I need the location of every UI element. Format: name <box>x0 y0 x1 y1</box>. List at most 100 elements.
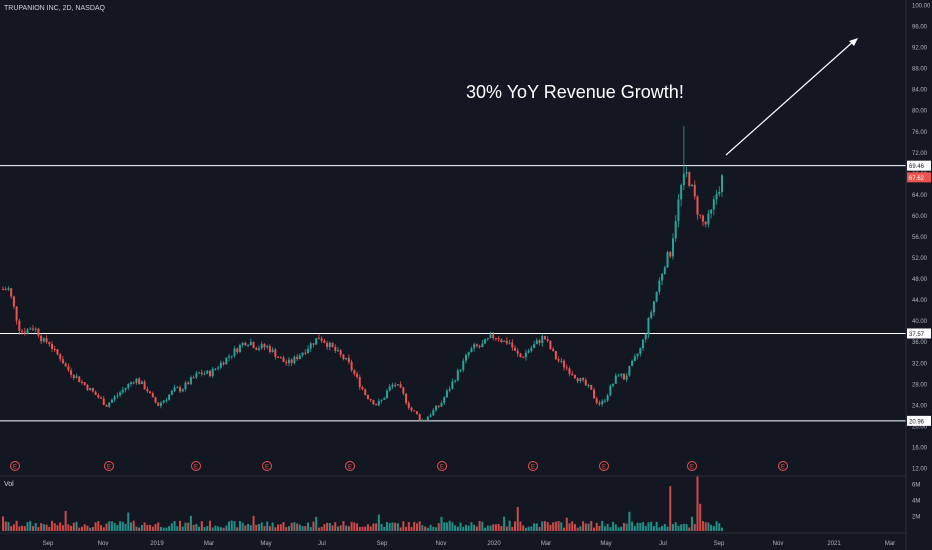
volume-bar <box>2 516 4 531</box>
candle-body <box>652 301 655 313</box>
candle-body <box>475 344 478 347</box>
volume-bar <box>511 526 514 531</box>
candle-body <box>609 385 612 396</box>
candle-body <box>445 390 448 398</box>
volume-bar <box>211 527 214 531</box>
earnings-marker[interactable] <box>191 461 201 471</box>
volume-bar <box>666 526 669 531</box>
volume-bar <box>644 525 647 531</box>
volume-bar <box>614 524 617 531</box>
volume-tick-label: 6M <box>912 483 920 489</box>
earnings-marker[interactable] <box>104 461 114 471</box>
candle-body <box>573 375 576 379</box>
volume-bar <box>255 524 258 531</box>
volume-bar <box>407 522 410 531</box>
symbol-label: TRUPANION INC, 2D, NASDAQ <box>4 5 106 12</box>
volume-bar <box>543 521 546 531</box>
candle-body <box>718 191 721 195</box>
volume-bar <box>238 520 241 531</box>
earnings-marker-label: E <box>602 465 606 471</box>
candle-body <box>350 361 353 371</box>
volume-bar <box>448 520 451 531</box>
candle-body <box>394 384 397 386</box>
candle-body <box>494 338 497 340</box>
candle-body <box>503 340 506 342</box>
candle-body <box>67 366 70 371</box>
price-axis[interactable]: 100.00 96.00 92.00 88.00 84.00 80.00 76.00 72.0… <box>912 4 931 473</box>
volume-bar <box>241 522 244 531</box>
candle-body <box>715 194 718 200</box>
candle-body <box>677 199 680 222</box>
candle-body <box>244 342 247 346</box>
volume-bar <box>127 512 130 531</box>
volume-bar <box>91 527 94 531</box>
candle-body <box>260 344 263 349</box>
candle-body <box>522 357 525 359</box>
candle-body <box>222 362 225 365</box>
candle-body <box>549 341 552 350</box>
earnings-marker[interactable] <box>345 461 355 471</box>
volume-bar <box>121 521 124 531</box>
volume-bar <box>432 526 435 531</box>
candle-body <box>424 419 427 421</box>
candle-body <box>693 184 696 197</box>
earnings-marker[interactable] <box>437 461 447 471</box>
price-tick-label: 92.00 <box>912 46 928 52</box>
candle-body <box>154 397 157 403</box>
volume-bar <box>415 523 418 531</box>
candle-body <box>443 397 446 403</box>
volume-bar <box>549 524 552 531</box>
earnings-marker[interactable] <box>262 461 272 471</box>
candle-body <box>110 399 113 403</box>
candle-body <box>699 214 702 216</box>
earnings-marker[interactable] <box>687 461 697 471</box>
candle-body <box>568 368 571 374</box>
volume-bar <box>18 526 21 531</box>
volume-bar <box>159 527 162 531</box>
volume-bar <box>279 524 282 531</box>
candle-body <box>230 355 233 357</box>
candle-body <box>377 400 380 406</box>
volume-bar <box>208 520 211 531</box>
volume-bar <box>497 523 500 531</box>
annotation-arrow-head <box>849 38 858 46</box>
time-tick-label: Jul <box>318 541 326 547</box>
candle-body <box>418 414 421 421</box>
candle-body <box>587 384 590 386</box>
earnings-marker[interactable] <box>528 461 538 471</box>
candle-body <box>576 378 579 382</box>
volume-bar <box>587 523 590 531</box>
earnings-marker[interactable] <box>599 461 609 471</box>
volume-bar <box>576 527 579 531</box>
volume-bar <box>258 524 261 531</box>
candle-body <box>301 352 304 356</box>
candle-body <box>236 348 239 352</box>
volume-bar <box>64 511 67 531</box>
volume-bar <box>552 522 555 531</box>
volume-bar <box>140 524 143 531</box>
candle-body <box>364 389 367 395</box>
volume-bar <box>715 521 718 531</box>
time-tick-label: May <box>260 541 271 547</box>
earnings-marker[interactable] <box>10 461 20 471</box>
volume-bar <box>522 525 525 531</box>
volume-bar <box>516 507 519 531</box>
volume-axis: 6M 4M 2M <box>912 483 920 521</box>
volume-bar <box>67 524 70 531</box>
volume-bar <box>94 522 97 531</box>
volume-bar <box>162 527 165 531</box>
price-tick-label: 56.00 <box>912 235 928 241</box>
candle-body <box>642 339 645 349</box>
candle-body <box>342 354 345 360</box>
volume-bar <box>217 526 220 531</box>
candle-body <box>680 185 683 200</box>
candle-body <box>34 328 37 330</box>
volume-bar <box>168 526 171 531</box>
volume-bar <box>298 524 301 531</box>
earnings-marker[interactable] <box>778 461 788 471</box>
volume-bar <box>80 526 83 531</box>
time-axis[interactable]: Sep Nov 2019 Mar May Jul Sep Nov 2020 Mar May Jul Se… <box>43 541 896 547</box>
candle-body <box>682 173 685 186</box>
volume-bar <box>462 526 465 531</box>
